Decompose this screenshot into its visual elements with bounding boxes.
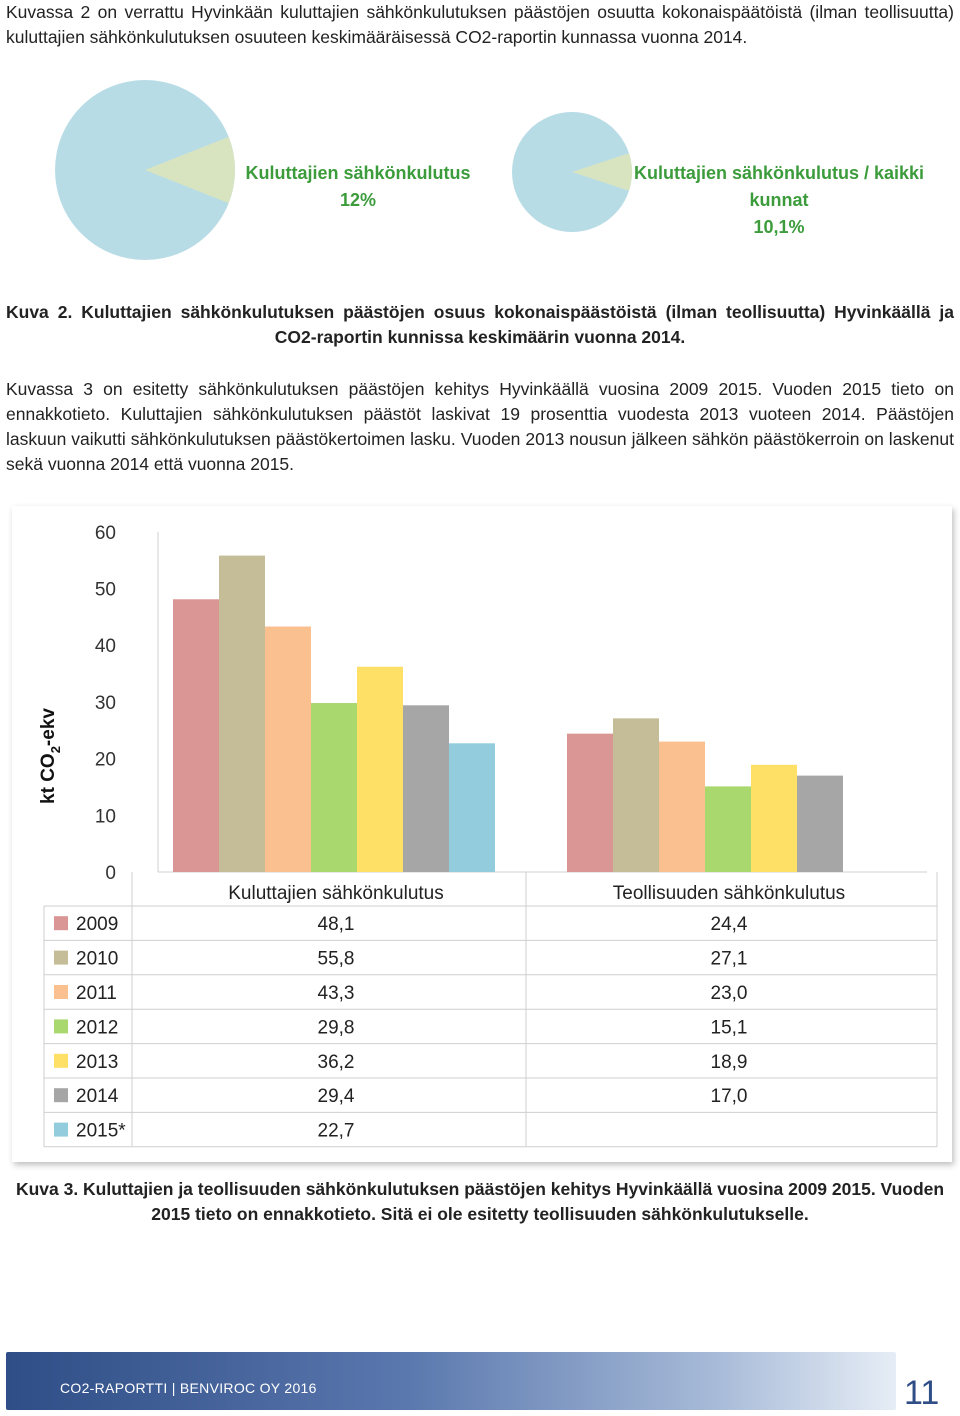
bar-2015-1 bbox=[449, 743, 495, 872]
pie1-value: 12% bbox=[339, 190, 377, 210]
table-value: 15,1 bbox=[711, 1017, 748, 1038]
bar-2014-2 bbox=[797, 775, 843, 872]
legend-year-label: 2015* bbox=[76, 1121, 126, 1142]
table-value: 17,0 bbox=[711, 1086, 748, 1107]
table-value: 27,1 bbox=[711, 949, 748, 970]
table-value: 55,8 bbox=[318, 949, 355, 970]
table-value: 24,4 bbox=[711, 914, 748, 935]
pie2-label: Kuluttajien sähkönkulutus / kaikki kunna… bbox=[624, 160, 934, 241]
table-value: 48,1 bbox=[318, 914, 355, 935]
figure3-caption: Kuva 3. Kuluttajien ja teollisuuden sähk… bbox=[15, 1179, 945, 1224]
y-tick-label: 50 bbox=[95, 580, 116, 601]
bar-2010-2 bbox=[613, 718, 659, 872]
table-value: 22,7 bbox=[318, 1121, 355, 1142]
x-category-label: Teollisuuden sähkönkulutus bbox=[613, 883, 845, 904]
body-paragraph: Kuvassa 3 on esitetty sähkönkulutuksen p… bbox=[6, 379, 954, 474]
bar-chart: 0 10 20 30 40 50 60 kt CO2-ekv Kuluttajien sähkö… bbox=[38, 523, 938, 1148]
legend-year-label: 2012 bbox=[76, 1017, 118, 1038]
figure2-caption: Kuva 2. Kuluttajien sähkönkulutuksen pää… bbox=[6, 302, 954, 347]
bar-2014-1 bbox=[403, 705, 449, 872]
legend-year-label: 2010 bbox=[76, 949, 118, 970]
table-value: 29,8 bbox=[318, 1017, 355, 1038]
intro-paragraph: Kuvassa 2 on verrattu Hyvinkään kuluttaj… bbox=[6, 2, 954, 47]
bar-2012-1 bbox=[311, 703, 357, 872]
bar-2009-2 bbox=[567, 733, 613, 872]
table-value: 23,0 bbox=[711, 983, 748, 1004]
y-tick-label: 30 bbox=[95, 693, 116, 714]
bar-chart-frame: 0 10 20 30 40 50 60 kt CO2-ekv Kuluttajien sähkö… bbox=[12, 506, 952, 1162]
legend-swatch bbox=[54, 950, 68, 965]
pie-charts bbox=[55, 80, 633, 260]
bar-2009-1 bbox=[173, 599, 219, 872]
legend-swatch bbox=[54, 1019, 68, 1034]
legend-year-label: 2009 bbox=[76, 914, 118, 935]
pie2-title: Kuluttajien sähkönkulutus / kaikki kunna… bbox=[633, 163, 925, 210]
legend-year-label: 2014 bbox=[76, 1086, 119, 1107]
x-category-label: Kuluttajien sähkönkulutus bbox=[228, 883, 443, 904]
y-tick-label: 0 bbox=[105, 863, 116, 884]
legend-swatch bbox=[54, 1122, 68, 1137]
footer-bar bbox=[6, 1352, 896, 1410]
legend-year-label: 2011 bbox=[76, 983, 117, 1004]
table-value: 43,3 bbox=[318, 983, 355, 1004]
y-tick-label: 40 bbox=[95, 636, 116, 657]
pie1-title: Kuluttajien sähkönkulutus bbox=[245, 163, 471, 183]
y-axis-label: kt CO2-ekv bbox=[38, 708, 63, 804]
bar-2011-2 bbox=[659, 741, 705, 872]
bar-2013-2 bbox=[751, 764, 797, 872]
bar-2013-1 bbox=[357, 666, 403, 872]
legend-swatch bbox=[54, 916, 68, 931]
legend-swatch bbox=[54, 1088, 68, 1103]
y-tick-label: 60 bbox=[95, 523, 116, 544]
legend-year-label: 2013 bbox=[76, 1052, 118, 1073]
legend-swatch bbox=[54, 985, 68, 999]
pie2-value: 10,1% bbox=[753, 217, 805, 237]
table-value: 36,2 bbox=[318, 1052, 355, 1073]
bar-2011-1 bbox=[265, 626, 311, 872]
pie1-share-slice bbox=[145, 136, 235, 204]
legend-swatch bbox=[54, 1053, 68, 1068]
bar-2012-2 bbox=[705, 786, 751, 872]
pie2-share-slice bbox=[572, 153, 633, 191]
y-tick-label: 10 bbox=[95, 806, 116, 827]
pie1-label: Kuluttajien sähkönkulutus 12% bbox=[228, 160, 488, 214]
footer-text: CO2-RAPORTTI | BENVIROC OY 2016 bbox=[60, 1380, 317, 1396]
table-value: 29,4 bbox=[318, 1086, 355, 1107]
page-number: 11 bbox=[904, 1374, 940, 1412]
table-value: 18,9 bbox=[711, 1052, 748, 1073]
y-tick-label: 20 bbox=[95, 750, 116, 771]
bar-2010-1 bbox=[219, 555, 265, 872]
